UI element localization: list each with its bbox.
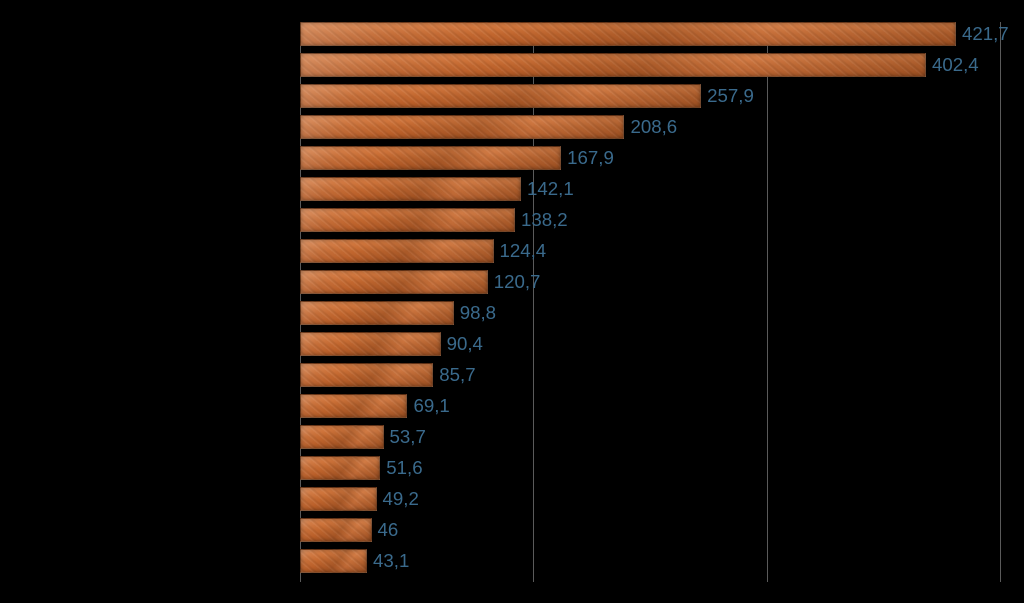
bar-value-label: 402,4	[926, 53, 979, 77]
bar	[300, 301, 454, 325]
gridline	[767, 22, 768, 582]
gridline	[1000, 22, 1001, 582]
bar-value-label: 142,1	[521, 177, 574, 201]
bar-value-label: 49,2	[377, 487, 419, 511]
bar	[300, 22, 956, 46]
bar	[300, 208, 515, 232]
bar-value-label: 257,9	[701, 84, 754, 108]
bar-value-label: 46	[372, 518, 399, 542]
bar-value-label: 43,1	[367, 549, 409, 573]
bar-value-label: 90,4	[441, 332, 483, 356]
bar-value-label: 85,7	[433, 363, 475, 387]
bar-value-label: 98,8	[454, 301, 496, 325]
chart-container: 421,7 402,4 257,9 208,6 167,9 142,1 138,2 124,4…	[0, 0, 1024, 603]
plot-area: 421,7402,4257,9208,6167,9142,1138,2124,4…	[300, 22, 1000, 582]
bar-value-label: 51,6	[380, 456, 422, 480]
bar	[300, 146, 561, 170]
bar	[300, 394, 407, 418]
bar	[300, 487, 377, 511]
bar-value-label: 421,7	[956, 22, 1009, 46]
bar	[300, 239, 494, 263]
bar-value-label: 120,7	[488, 270, 541, 294]
bar-value-label: 53,7	[384, 425, 426, 449]
bar	[300, 270, 488, 294]
bar	[300, 425, 384, 449]
bar	[300, 177, 521, 201]
bar	[300, 84, 701, 108]
bar-value-label: 138,2	[515, 208, 568, 232]
bar	[300, 53, 926, 77]
bar	[300, 518, 372, 542]
bar	[300, 332, 441, 356]
bar-value-label: 69,1	[407, 394, 449, 418]
bar	[300, 456, 380, 480]
bar	[300, 549, 367, 573]
bar	[300, 363, 433, 387]
bar-value-label: 208,6	[624, 115, 677, 139]
bar-value-label: 167,9	[561, 146, 614, 170]
bar-value-label: 124,4	[494, 239, 547, 263]
bar	[300, 115, 624, 139]
